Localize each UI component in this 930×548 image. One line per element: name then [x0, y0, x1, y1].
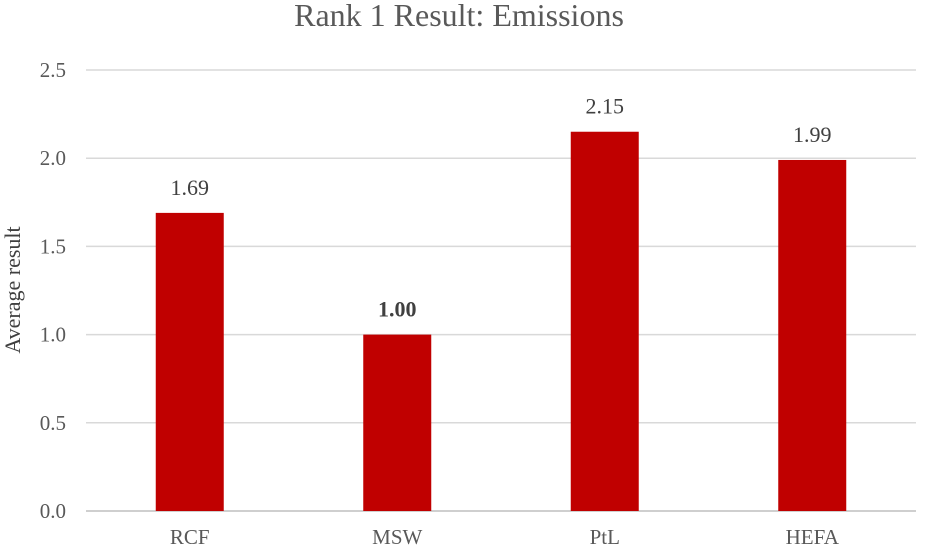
y-tick-label: 1.5 [40, 234, 66, 258]
data-label: 1.69 [171, 175, 210, 200]
y-axis-label: Average result [0, 226, 25, 353]
data-label: 2.15 [586, 94, 625, 119]
y-tick-label: 0.0 [40, 499, 66, 523]
data-label: 1.00 [378, 297, 417, 322]
x-tick-label: MSW [372, 525, 422, 548]
gridlines [86, 69, 916, 512]
chart-title: Rank 1 Result: Emissions [294, 0, 624, 33]
bar-rcf [155, 212, 224, 511]
x-tick-label: RCF [170, 525, 210, 548]
x-tick-labels: RCF MSW PtL HEFA [170, 525, 840, 548]
x-tick-label: HEFA [786, 525, 840, 548]
bar-ptl [570, 131, 639, 512]
y-tick-label: 2.0 [40, 146, 66, 170]
bars [155, 131, 847, 512]
data-label: 1.99 [793, 122, 832, 147]
y-tick-label: 2.5 [40, 58, 66, 82]
y-tick-labels: 0.0 0.5 1.0 1.5 2.0 2.5 [40, 58, 66, 523]
data-labels: 1.69 1.00 2.15 1.99 [171, 94, 832, 322]
y-tick-label: 1.0 [40, 323, 66, 347]
bar-hefa [778, 159, 847, 512]
y-tick-label: 0.5 [40, 411, 66, 435]
x-tick-label: PtL [590, 525, 620, 548]
bar-msw [363, 334, 432, 511]
